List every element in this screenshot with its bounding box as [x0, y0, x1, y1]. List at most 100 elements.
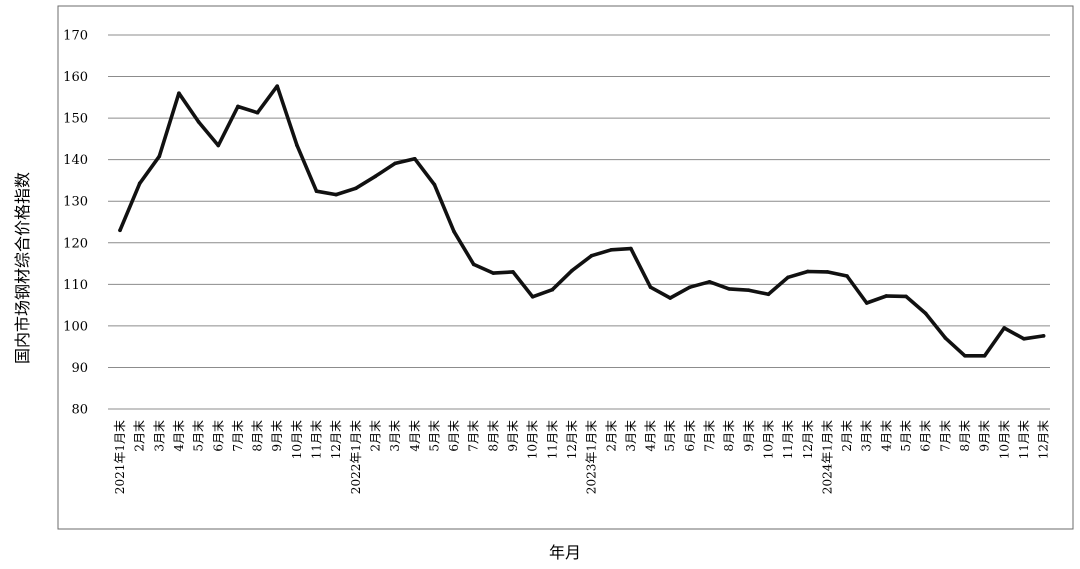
- x-tick-label: 9月末: [270, 420, 284, 452]
- x-tick-label: 3月末: [624, 420, 638, 452]
- data-point: [904, 294, 908, 299]
- x-tick-label: 8月末: [251, 420, 265, 452]
- y-tick-label: 160: [63, 70, 88, 85]
- data-point: [157, 154, 162, 159]
- y-tick-label: 170: [63, 29, 88, 44]
- data-point: [766, 292, 771, 297]
- y-tick-label: 150: [63, 112, 88, 127]
- data-point: [707, 280, 712, 284]
- x-tick-label: 4月末: [408, 420, 422, 452]
- x-tick-label: 8月末: [958, 420, 972, 452]
- x-tick-label: 2021年1月末: [113, 420, 127, 494]
- data-point: [393, 161, 397, 166]
- x-tick-label: 5月末: [663, 420, 677, 452]
- gridlines: [108, 34, 1050, 410]
- x-tick-label: 9月末: [742, 420, 756, 452]
- data-point: [530, 295, 535, 299]
- x-tick-label: 12月末: [801, 420, 815, 459]
- x-tick-label: 6月末: [919, 420, 933, 452]
- y-tick-label: 100: [63, 319, 88, 334]
- data-point: [216, 143, 221, 148]
- y-axis-ticks: 80 90 100 110 120 130 140 150 160 170: [63, 29, 88, 418]
- series-line: [118, 84, 1046, 358]
- x-tick-label: 2024年1月末: [820, 420, 834, 494]
- x-axis-title: 年月: [549, 543, 581, 562]
- x-tick-label: 9月末: [506, 420, 520, 452]
- data-point: [884, 294, 889, 298]
- x-tick-label: 2月末: [133, 420, 147, 452]
- data-point: [1002, 326, 1007, 330]
- data-point: [432, 182, 437, 187]
- x-tick-label: 11月末: [545, 420, 559, 459]
- x-tick-label: 2022年1月末: [349, 420, 363, 494]
- y-tick-label: 140: [63, 153, 88, 168]
- data-point: [412, 157, 417, 161]
- data-point: [236, 104, 240, 109]
- data-point: [373, 174, 378, 179]
- data-point: [511, 270, 515, 274]
- data-point: [589, 253, 594, 258]
- x-tick-label: 12月末: [329, 420, 343, 459]
- x-tick-label: 5月末: [192, 420, 206, 452]
- data-point: [118, 228, 122, 233]
- x-tick-label: 4月末: [172, 420, 186, 452]
- x-tick-label: 4月末: [879, 420, 893, 452]
- x-tick-label: 2月末: [368, 420, 382, 452]
- data-point: [255, 110, 260, 115]
- x-tick-label: 10月末: [997, 420, 1011, 459]
- series-layer: [118, 84, 1046, 358]
- x-tick-label: 5月末: [899, 420, 913, 452]
- x-axis-ticks: 2021年1月末 2月末 3月末 4月末 5月末 6月末 7月末 8月末 9月末 10月末 11月末…: [113, 420, 1051, 494]
- data-point: [825, 270, 830, 274]
- data-point: [609, 248, 614, 252]
- data-point: [275, 84, 280, 88]
- x-tick-label: 7月末: [938, 420, 952, 452]
- x-tick-label: 4月末: [644, 420, 658, 452]
- x-tick-label: 12月末: [1037, 420, 1051, 459]
- y-tick-label: 80: [71, 403, 88, 418]
- data-point: [963, 354, 967, 358]
- x-tick-label: 7月末: [467, 420, 481, 452]
- data-point: [805, 269, 810, 274]
- x-tick-label: 8月末: [722, 420, 736, 452]
- x-tick-label: 9月末: [978, 420, 992, 452]
- x-tick-label: 11月末: [310, 420, 324, 459]
- data-point: [1022, 336, 1026, 341]
- data-point: [943, 336, 948, 340]
- x-tick-label: 6月末: [447, 420, 461, 452]
- data-point: [629, 246, 633, 251]
- data-point: [688, 285, 692, 290]
- y-tick-label: 120: [63, 236, 88, 251]
- x-tick-label: 10月末: [290, 420, 304, 459]
- x-tick-label: 11月末: [781, 420, 795, 459]
- x-tick-label: 10月末: [761, 420, 775, 459]
- y-axis-title: 国内市场钢材综合价格指数: [13, 172, 32, 364]
- data-point: [845, 274, 849, 278]
- x-tick-label: 3月末: [152, 420, 166, 452]
- data-point: [550, 287, 555, 292]
- data-point: [982, 354, 987, 358]
- x-tick-label: 5月末: [427, 420, 441, 452]
- x-tick-label: 3月末: [860, 420, 874, 452]
- y-tick-label: 130: [63, 195, 88, 210]
- data-point: [354, 186, 358, 191]
- x-tick-label: 3月末: [388, 420, 402, 452]
- data-point: [668, 296, 672, 300]
- x-tick-label: 8月末: [486, 420, 500, 452]
- x-tick-label: 7月末: [231, 420, 245, 452]
- y-tick-label: 90: [71, 361, 88, 376]
- data-point: [314, 189, 319, 194]
- data-point: [137, 181, 142, 186]
- x-tick-label: 2月末: [840, 420, 854, 452]
- data-point: [295, 143, 299, 147]
- x-tick-label: 6月末: [211, 420, 225, 452]
- x-tick-label: 10月末: [526, 420, 540, 459]
- data-point: [923, 311, 928, 316]
- data-point: [864, 301, 869, 305]
- data-point: [334, 192, 338, 197]
- data-point: [747, 288, 751, 292]
- data-point: [196, 120, 201, 124]
- x-tick-label: 12月末: [565, 420, 579, 459]
- x-tick-label: 2023年1月末: [585, 420, 599, 494]
